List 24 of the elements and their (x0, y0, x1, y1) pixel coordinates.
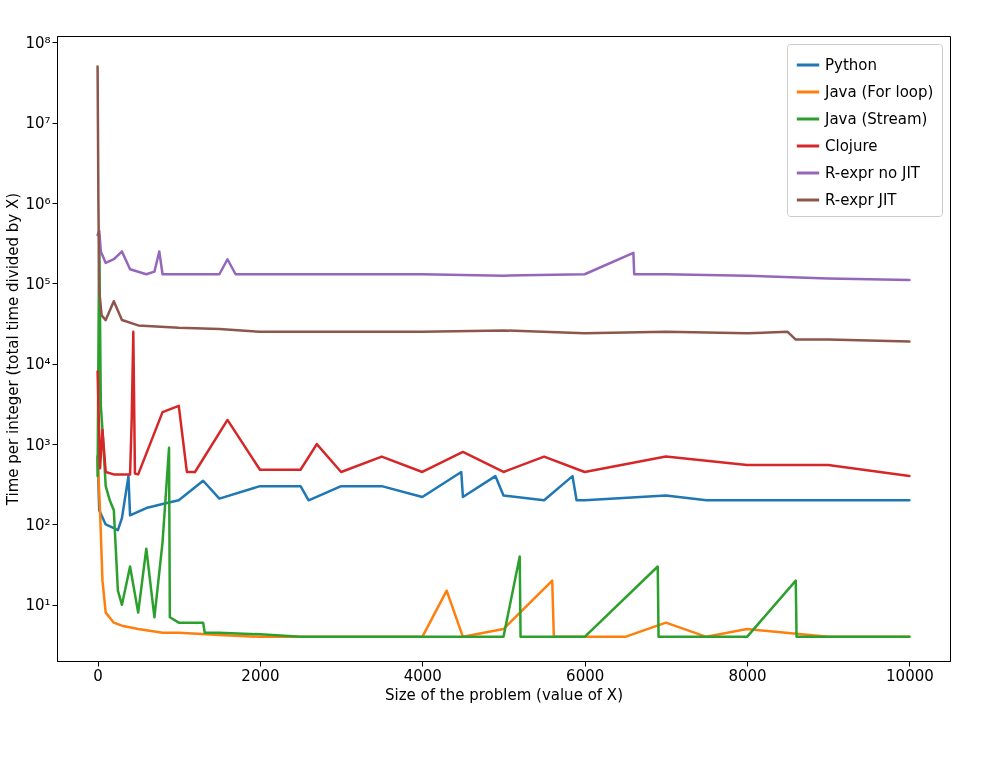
line-series (96, 330, 911, 478)
legend-label: R-expr no JIT (825, 164, 921, 182)
x-tick-label: 4000 (403, 666, 442, 685)
legend-label: Python (825, 56, 877, 74)
y-tick-label: 10¹ (25, 596, 51, 615)
y-tick-label: 10⁷ (25, 114, 51, 133)
y-tick-label: 10⁴ (25, 355, 51, 374)
x-tick-label: 6000 (566, 666, 605, 685)
line-series (96, 229, 911, 282)
legend-label: R-expr JIT (825, 191, 898, 209)
legend-label: Java (Stream) (824, 110, 928, 128)
x-axis-title: Size of the problem (value of X) (385, 685, 623, 704)
x-tick-label: 8000 (728, 666, 767, 685)
y-tick-label: 10⁸ (25, 33, 51, 52)
legend-label: Java (For loop) (824, 83, 934, 101)
y-tick-label: 10⁵ (25, 274, 51, 293)
y-tick-label: 10² (25, 515, 51, 534)
x-tick-label: 0 (93, 666, 103, 685)
y-tick-label: 10³ (25, 435, 51, 454)
x-tick-label: 10000 (886, 666, 934, 685)
y-tick-label: 10⁶ (25, 194, 51, 213)
legend-label: Clojure (825, 137, 878, 155)
y-axis-title: Time per integer (total time divided by X) (4, 192, 23, 507)
x-tick-label: 2000 (241, 666, 280, 685)
